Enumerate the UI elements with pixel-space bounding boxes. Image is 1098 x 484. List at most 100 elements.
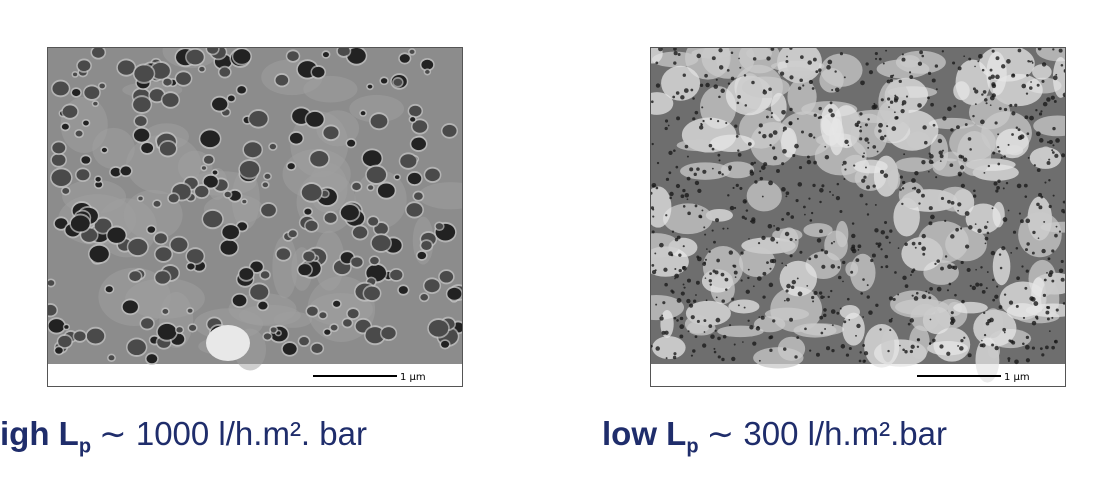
texture	[1007, 143, 1010, 146]
texture	[703, 331, 706, 333]
texture	[812, 57, 817, 62]
texture	[400, 154, 417, 168]
texture	[785, 191, 790, 196]
texture	[712, 269, 716, 273]
texture	[911, 178, 916, 183]
texture	[991, 83, 997, 89]
texture	[663, 267, 668, 272]
texture	[732, 186, 735, 190]
texture	[991, 278, 995, 282]
texture	[856, 124, 859, 127]
texture	[995, 189, 999, 193]
texture	[952, 61, 956, 65]
texture	[701, 106, 704, 109]
texture	[862, 316, 865, 318]
texture	[975, 268, 977, 271]
texture	[980, 119, 985, 125]
texture	[839, 307, 842, 310]
texture	[983, 333, 987, 337]
texture	[418, 182, 462, 210]
texture	[931, 78, 936, 83]
texture	[365, 327, 385, 344]
texture	[806, 284, 809, 287]
texture	[884, 134, 887, 138]
texture	[94, 218, 112, 233]
texture	[74, 331, 86, 342]
texture	[655, 83, 661, 88]
texture	[894, 94, 897, 97]
texture	[776, 169, 780, 173]
texture	[785, 59, 789, 63]
texture	[709, 117, 713, 121]
texture	[249, 110, 268, 127]
texture	[850, 270, 854, 274]
texture	[880, 230, 886, 235]
texture	[899, 175, 903, 179]
texture	[1017, 48, 1022, 53]
texture	[1012, 73, 1015, 77]
texture	[844, 139, 849, 144]
texture	[676, 319, 679, 322]
texture	[237, 86, 246, 94]
texture	[716, 120, 720, 123]
texture	[885, 265, 889, 269]
texture	[796, 336, 800, 340]
texture	[909, 349, 914, 354]
texture	[955, 227, 959, 232]
texture	[843, 178, 846, 181]
texture	[964, 123, 968, 126]
texture	[986, 221, 989, 223]
texture	[1036, 317, 1039, 320]
texture	[784, 231, 790, 237]
texture	[299, 337, 309, 346]
texture	[651, 269, 657, 275]
texture	[913, 186, 917, 190]
texture	[1025, 269, 1029, 273]
texture	[377, 183, 395, 198]
texture	[684, 192, 690, 198]
texture	[679, 324, 685, 330]
texture	[58, 335, 72, 348]
texture	[990, 74, 995, 79]
texture	[1025, 335, 1030, 340]
texture	[682, 245, 685, 248]
texture	[698, 214, 702, 219]
texture	[86, 328, 105, 344]
texture	[652, 208, 655, 211]
texture	[812, 183, 816, 188]
texture	[834, 70, 837, 73]
texture	[163, 78, 172, 86]
texture	[821, 264, 826, 269]
texture	[733, 270, 738, 275]
texture	[825, 346, 831, 351]
texture	[804, 327, 807, 331]
texture	[991, 343, 994, 347]
texture	[1052, 194, 1055, 197]
texture	[815, 70, 819, 74]
texture	[134, 116, 147, 127]
texture	[406, 203, 423, 217]
texture	[1014, 103, 1018, 107]
texture	[841, 163, 844, 166]
texture	[858, 359, 862, 363]
texture	[853, 164, 856, 167]
texture	[768, 282, 774, 288]
texture	[134, 65, 154, 82]
texture	[916, 345, 920, 348]
texture	[758, 316, 761, 318]
texture	[845, 353, 850, 357]
texture	[888, 296, 893, 301]
texture	[222, 225, 239, 240]
texture	[1042, 293, 1047, 298]
texture	[1055, 73, 1058, 76]
texture	[421, 240, 432, 250]
texture	[864, 137, 869, 142]
texture	[789, 254, 793, 258]
texture	[866, 295, 870, 299]
texture	[706, 248, 708, 250]
texture	[1052, 56, 1065, 98]
texture	[661, 330, 666, 335]
texture	[393, 78, 403, 86]
texture	[120, 166, 132, 176]
texture	[961, 299, 965, 304]
